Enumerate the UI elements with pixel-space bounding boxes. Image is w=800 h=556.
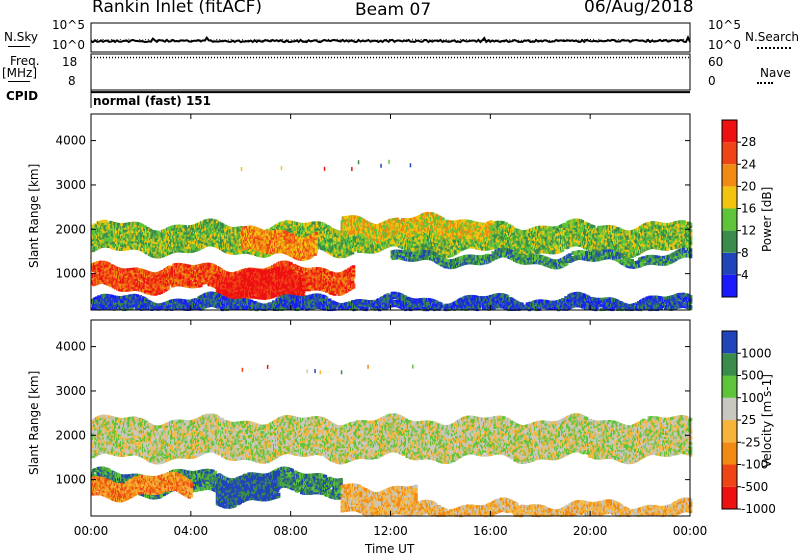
velocity-colorbar-cell-4 bbox=[722, 398, 737, 420]
velocity-ytick-label-2000: 2000 bbox=[55, 428, 86, 442]
velocity-scatter-layer bbox=[91, 365, 692, 518]
velocity-colorbar-tick-label-1: 500 bbox=[741, 369, 764, 383]
power-colorbar-cell-5 bbox=[722, 164, 737, 186]
power-colorbar-tick-label-1: 24 bbox=[741, 157, 756, 171]
power-colorbar-cell-4 bbox=[722, 186, 737, 208]
velocity-ytick-label-3000: 3000 bbox=[55, 384, 86, 398]
power-colorbar-cell-7 bbox=[722, 120, 737, 142]
power-colorbar-cell-1 bbox=[722, 253, 737, 275]
power-ytick-label-3000: 3000 bbox=[55, 178, 86, 192]
velocity-colorbar-cell-1 bbox=[722, 465, 737, 487]
power-ytick-label-2000: 2000 bbox=[55, 222, 86, 236]
time-tick-label-3: 12:00 bbox=[373, 524, 408, 538]
velocity-colorbar-cell-6 bbox=[722, 353, 737, 375]
velocity-colorbar-tick-label-7: -1000 bbox=[741, 502, 776, 516]
velocity-colorbar-tick-label-4: -25 bbox=[741, 435, 761, 449]
velocity-colorbar-tick-label-6: -500 bbox=[741, 480, 768, 494]
power-scatter-layer bbox=[91, 160, 692, 311]
velocity-colorbar-cell-3 bbox=[722, 420, 737, 442]
panel-frame-0 bbox=[91, 23, 690, 52]
panel-frame-1 bbox=[91, 54, 690, 90]
time-tick-label-5: 20:00 bbox=[573, 524, 608, 538]
time-tick-label-4: 16:00 bbox=[473, 524, 508, 538]
power-colorbar-cell-3 bbox=[722, 209, 737, 231]
velocity-colorbar-cell-5 bbox=[722, 376, 737, 398]
time-tick-label-0: 00:00 bbox=[74, 524, 109, 538]
power-colorbar-cell-0 bbox=[722, 275, 737, 297]
noise-right-tick-bottom: 10^0 bbox=[708, 38, 741, 52]
noise-left-tick-bottom: 10^0 bbox=[52, 38, 85, 52]
nsky-series-line bbox=[91, 38, 690, 43]
power-colorbar-cell-6 bbox=[722, 142, 737, 164]
velocity-colorbar-tick-label-0: 1000 bbox=[741, 346, 772, 360]
velocity-ytick-label-4000: 4000 bbox=[55, 340, 86, 354]
power-colorbar-tick-label-0: 28 bbox=[741, 135, 756, 149]
freq-right-tick-bottom: 0 bbox=[708, 74, 716, 88]
time-tick-label-2: 08:00 bbox=[273, 524, 308, 538]
power-colorbar-tick-label-3: 16 bbox=[741, 202, 756, 216]
velocity-colorbar-tick-label-2: 100 bbox=[741, 391, 764, 405]
velocity-colorbar-cell-2 bbox=[722, 442, 737, 464]
velocity-colorbar-cell-0 bbox=[722, 487, 737, 509]
time-tick-label-1: 04:00 bbox=[174, 524, 209, 538]
freq-right-tick-top: 60 bbox=[708, 55, 723, 69]
power-colorbar-cell-2 bbox=[722, 231, 737, 253]
noise-right-tick-top: 10^5 bbox=[708, 18, 741, 32]
power-colorbar-tick-label-6: 4 bbox=[741, 268, 749, 282]
velocity-colorbar-tick-label-3: 25 bbox=[741, 413, 756, 427]
velocity-ytick-label-1000: 1000 bbox=[55, 473, 86, 487]
velocity-colorbar-tick-label-5: -100 bbox=[741, 458, 768, 472]
noise-left-tick-top: 10^5 bbox=[52, 18, 85, 32]
colorbars: 28 24 20 16 12 8 4 1000 500 100 25 -25 -100 -500 -1000 bbox=[722, 120, 776, 516]
power-colorbar-tick-label-4: 12 bbox=[741, 224, 756, 238]
velocity-colorbar-cell-7 bbox=[722, 331, 737, 353]
time-tick-label-6: 00:00 bbox=[673, 524, 708, 538]
power-ytick-label-1000: 1000 bbox=[55, 267, 86, 281]
frequency-lines-layer bbox=[91, 58, 690, 93]
power-colorbar-tick-label-5: 8 bbox=[741, 246, 749, 260]
power-ytick-label-4000: 4000 bbox=[55, 134, 86, 148]
power-colorbar-tick-label-2: 20 bbox=[741, 179, 756, 193]
freq-left-tick-bottom: 8 bbox=[68, 74, 76, 88]
noise-lines-layer bbox=[91, 38, 690, 43]
freq-left-tick-top: 18 bbox=[62, 55, 77, 69]
